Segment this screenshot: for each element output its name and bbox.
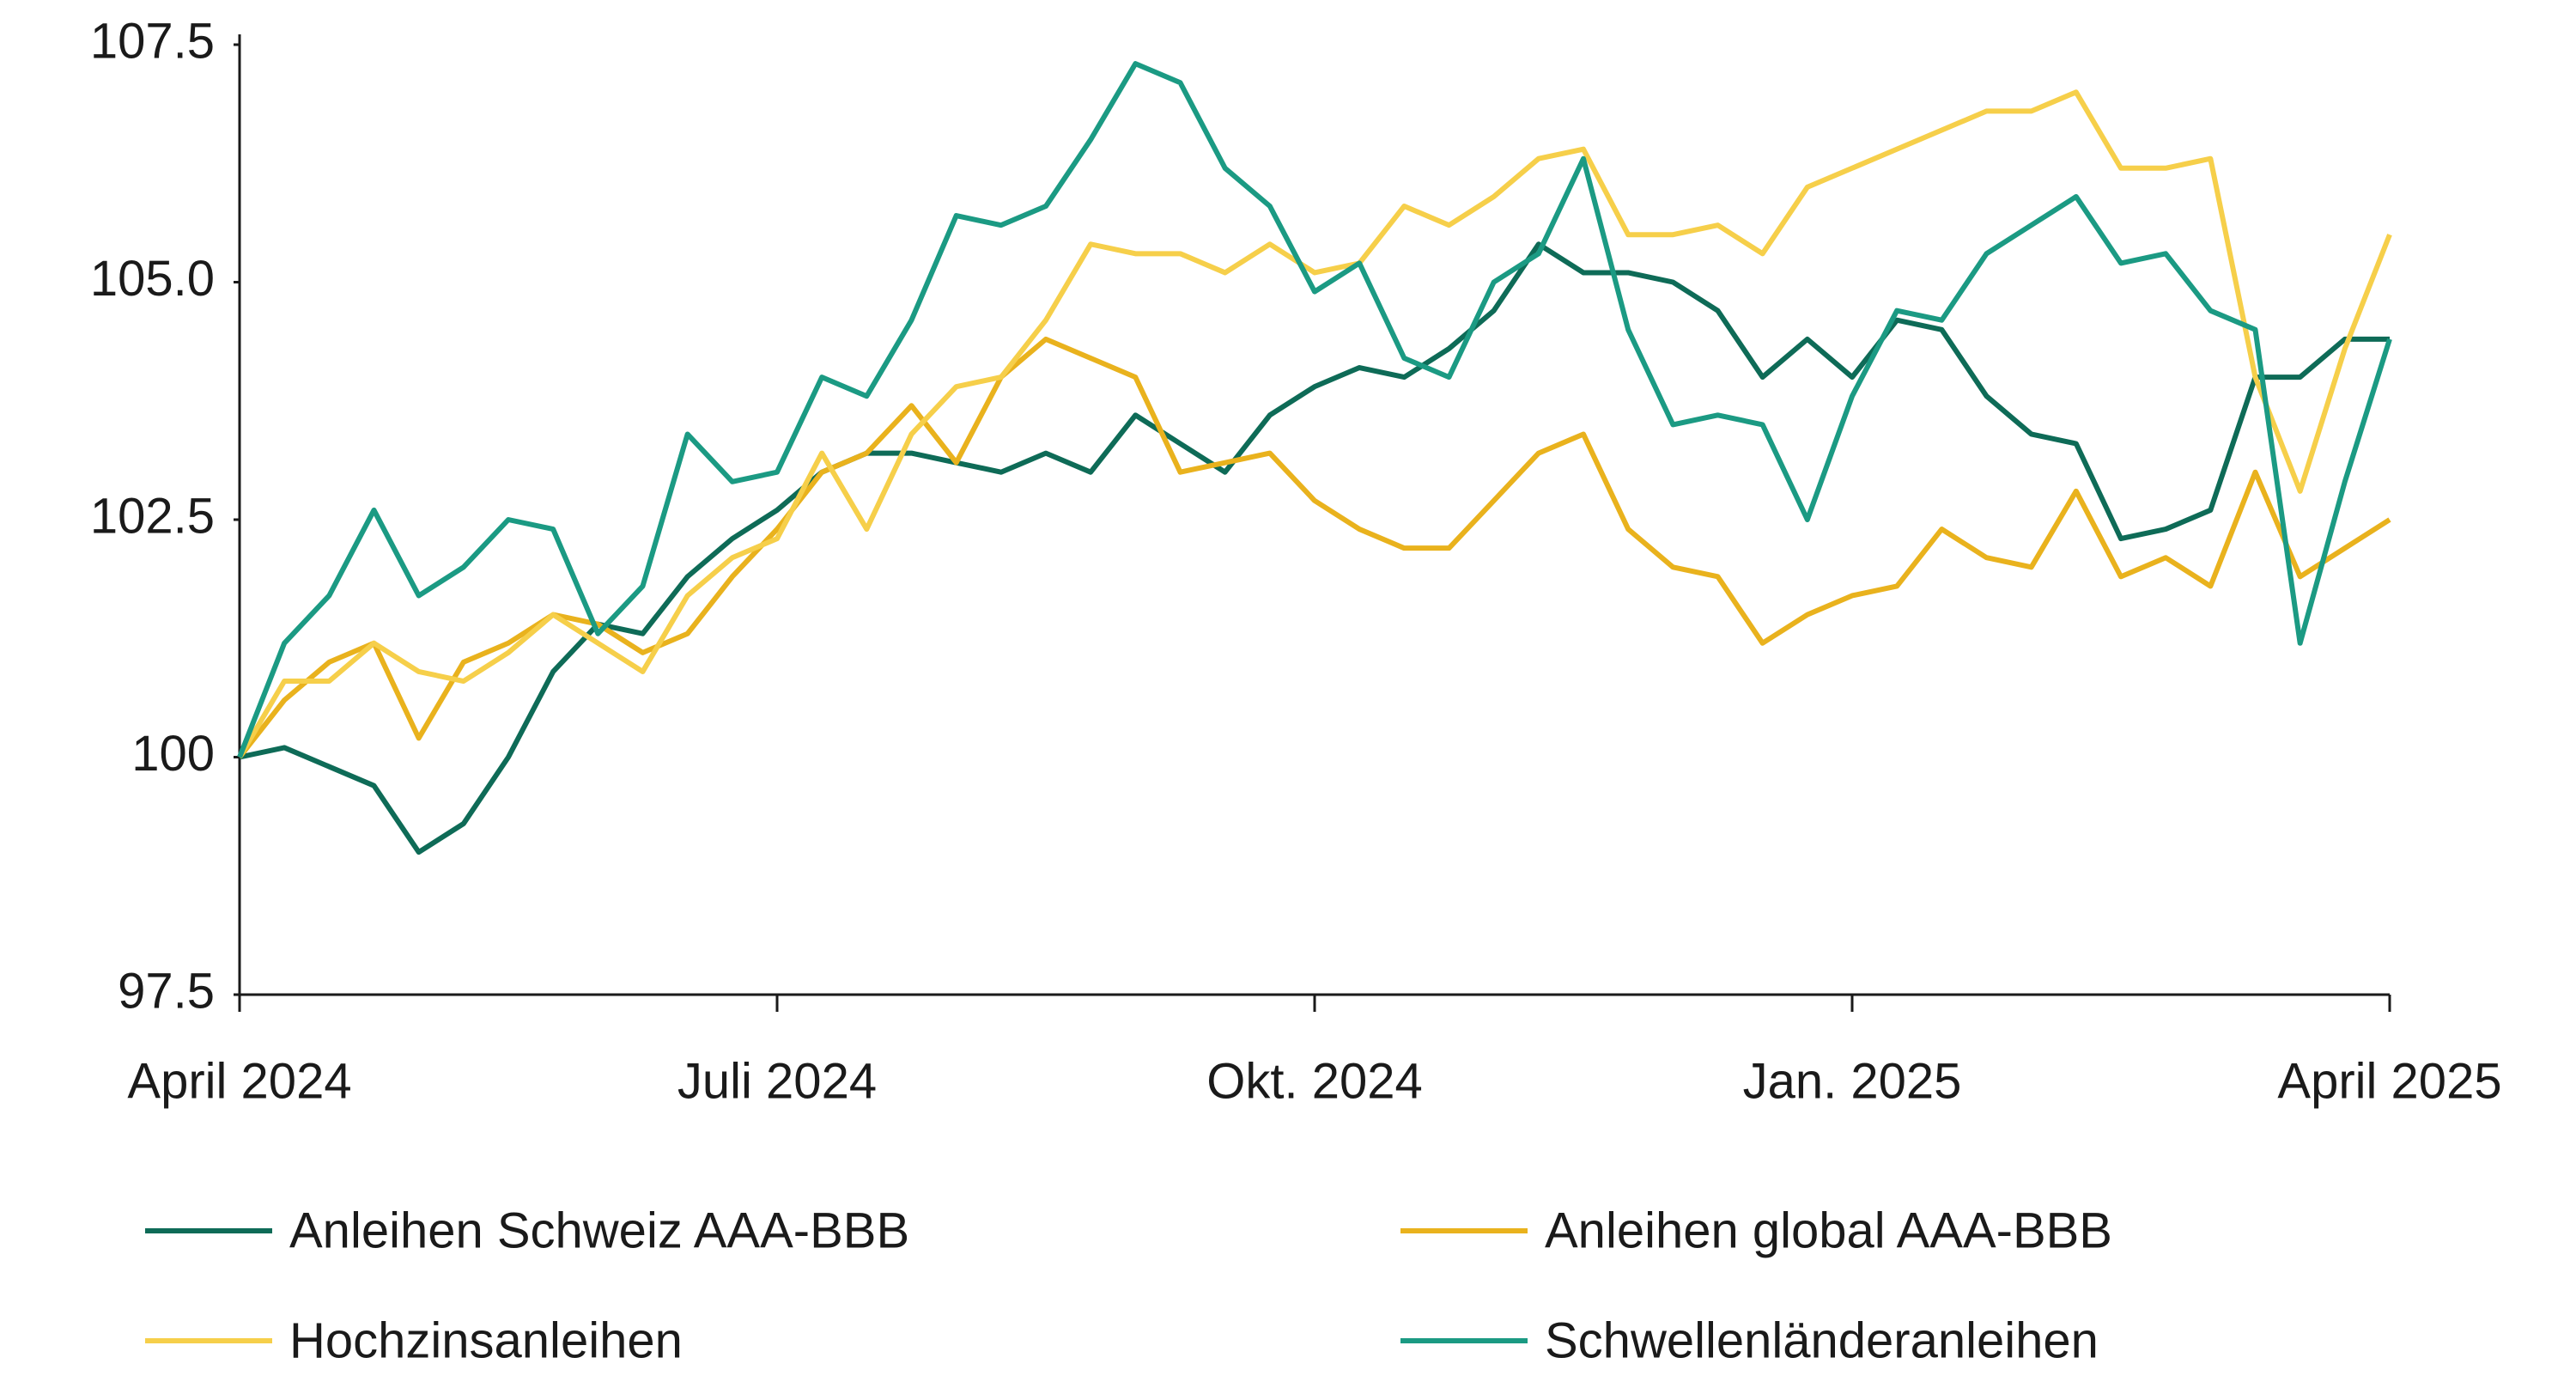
series-line <box>237 89 2392 759</box>
y-tick-label: 100 <box>131 726 215 782</box>
x-tick-label: April 2025 <box>2277 1053 2501 1109</box>
series-line <box>237 336 2391 759</box>
legend-label: Anleihen global AAA-BBB <box>1545 1202 2112 1258</box>
legend-label: Hochzinsanleihen <box>289 1312 683 1368</box>
x-tick-label: Okt. 2024 <box>1206 1053 1422 1109</box>
legend-label: Anleihen Schweiz AAA-BBB <box>289 1202 909 1258</box>
x-tick-label: Jan. 2025 <box>1743 1053 1962 1109</box>
series-line <box>237 61 2392 758</box>
legend-label: Schwellenländeranleihen <box>1545 1312 2099 1368</box>
y-tick-label: 97.5 <box>118 963 215 1019</box>
x-tick-label: Juli 2024 <box>677 1053 877 1109</box>
x-tick-label: April 2024 <box>127 1053 351 1109</box>
y-tick-label: 107.5 <box>90 13 215 69</box>
y-tick-label: 102.5 <box>90 488 215 544</box>
y-tick-label: 105.0 <box>90 251 215 307</box>
